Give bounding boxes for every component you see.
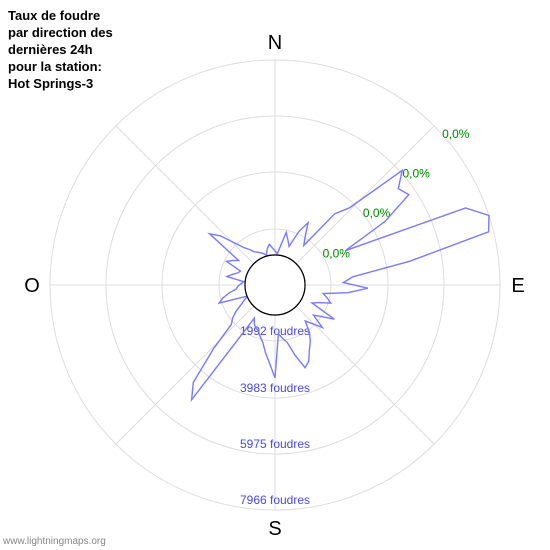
svg-text:O: O	[24, 275, 40, 297]
svg-text:0,0%: 0,0%	[442, 127, 470, 141]
footer-credit: www.lightningmaps.org	[3, 536, 106, 547]
svg-text:0,0%: 0,0%	[323, 246, 351, 260]
svg-text:N: N	[268, 32, 282, 54]
svg-text:5975 foudres: 5975 foudres	[240, 437, 310, 451]
svg-text:1992 foudres: 1992 foudres	[240, 324, 310, 338]
svg-text:E: E	[511, 275, 524, 297]
chart-title: Taux de foudre par direction des dernièr…	[8, 8, 118, 92]
svg-text:7966 foudres: 7966 foudres	[240, 493, 310, 507]
svg-text:S: S	[268, 518, 281, 540]
svg-text:0,0%: 0,0%	[363, 206, 391, 220]
svg-text:0,0%: 0,0%	[403, 166, 431, 180]
svg-text:3983 foudres: 3983 foudres	[240, 381, 310, 395]
